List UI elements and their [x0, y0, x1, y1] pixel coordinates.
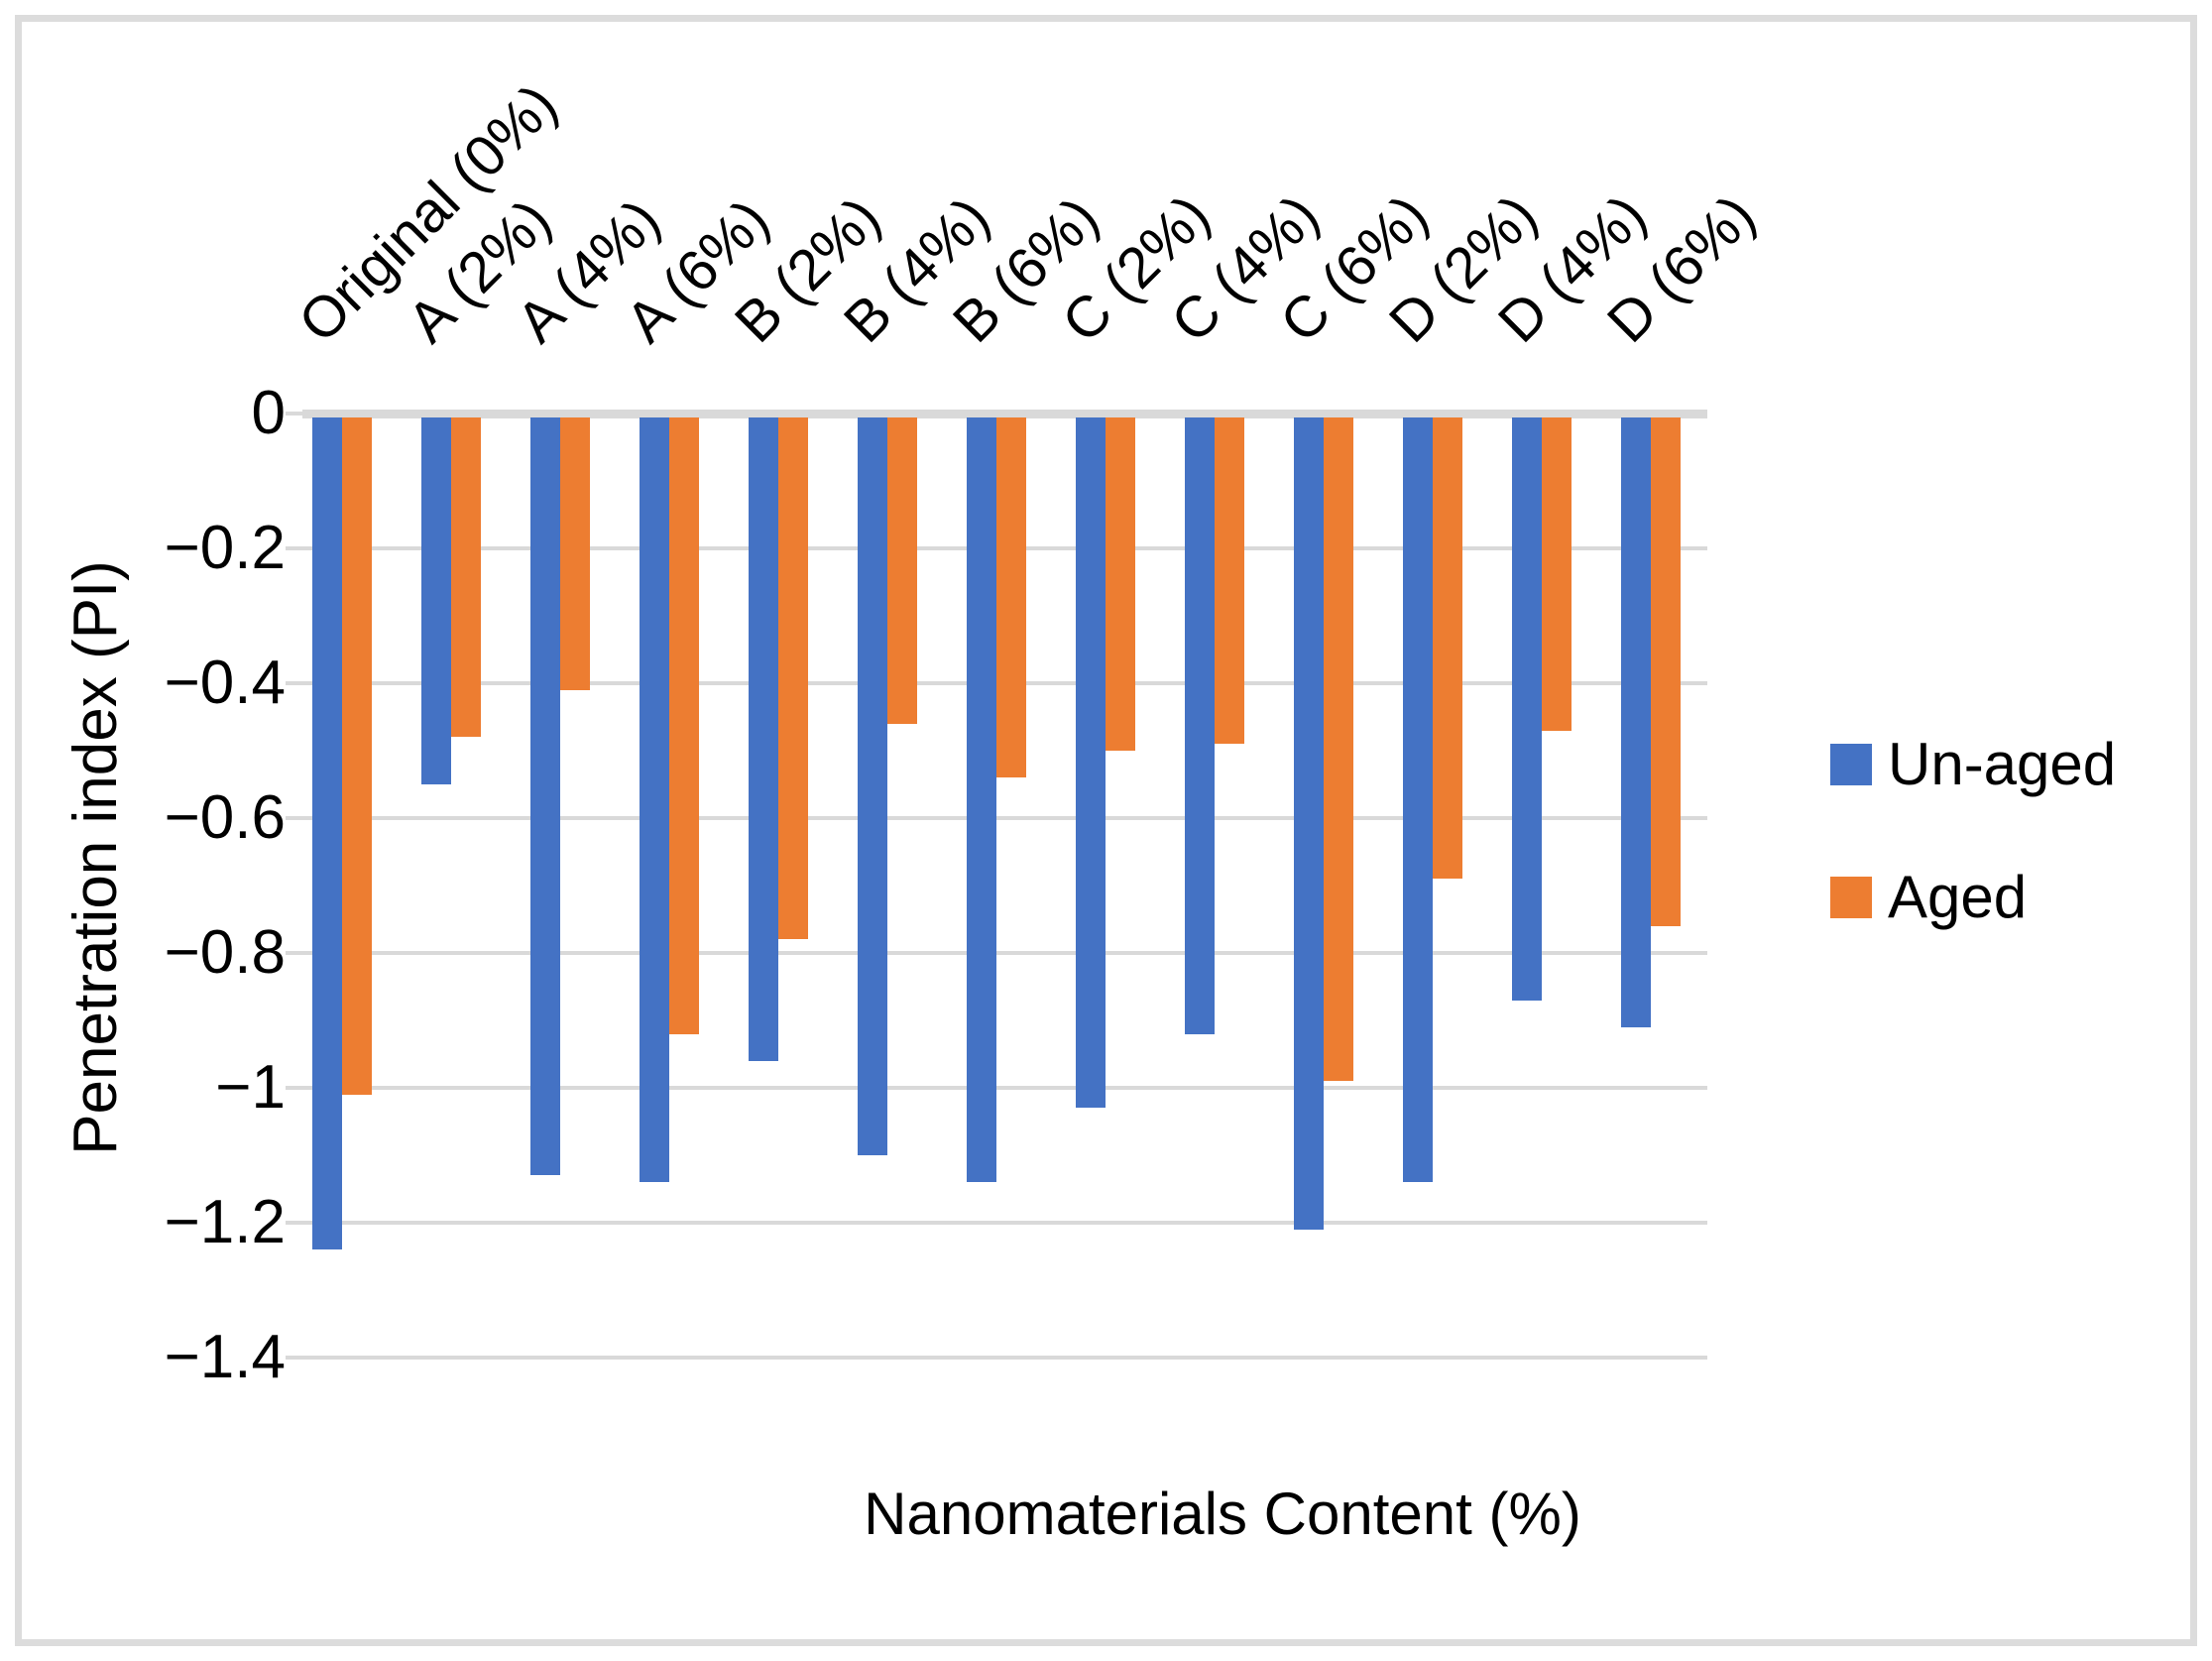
gridline	[302, 1356, 1707, 1360]
bar-unaged-6	[858, 417, 887, 1155]
x-axis-line	[302, 410, 1707, 418]
bar-unaged-10	[1294, 417, 1324, 1230]
bar-aged-8	[1106, 417, 1135, 751]
gridline	[302, 1086, 1707, 1090]
bar-aged-2	[451, 417, 481, 737]
y-axis-tick	[286, 1086, 302, 1090]
bar-aged-10	[1324, 417, 1353, 1081]
bar-unaged-9	[1185, 417, 1215, 1034]
gridline	[302, 1221, 1707, 1225]
bar-unaged-4	[640, 417, 669, 1182]
bar-unaged-2	[421, 417, 451, 784]
y-axis-tick	[286, 412, 302, 415]
bar-unaged-3	[530, 417, 560, 1175]
gridline	[302, 816, 1707, 820]
legend-swatch-aged	[1830, 877, 1872, 918]
bar-aged-5	[778, 417, 808, 939]
bar-aged-1	[342, 417, 372, 1095]
gridline	[302, 951, 1707, 955]
y-axis-tick-label: −0.6	[164, 783, 286, 852]
y-axis-tick	[286, 546, 302, 550]
y-axis-tick-label: 0	[251, 379, 286, 447]
legend: Un-aged Aged	[1830, 731, 2117, 1002]
y-axis-tick	[286, 951, 302, 955]
y-axis-tick	[286, 1221, 302, 1225]
bar-aged-7	[996, 417, 1026, 777]
figure-border	[15, 15, 2197, 1646]
legend-swatch-unaged	[1830, 744, 1872, 785]
y-axis-tick	[286, 1356, 302, 1360]
y-axis-tick-label: −1	[215, 1053, 286, 1122]
y-axis-tick-label: −1.2	[164, 1188, 286, 1256]
legend-entry-unaged: Un-aged	[1830, 731, 2117, 797]
bar-unaged-1	[312, 417, 342, 1249]
legend-label-aged: Aged	[1888, 864, 2028, 930]
y-axis-tick-label: −1.4	[164, 1323, 286, 1391]
bar-aged-3	[560, 417, 590, 690]
y-axis-tick	[286, 816, 302, 820]
y-axis-tick-label: −0.4	[164, 649, 286, 717]
bar-unaged-13	[1621, 417, 1651, 1027]
y-axis-tick-label: −0.8	[164, 918, 286, 987]
bar-unaged-12	[1512, 417, 1542, 1001]
bar-aged-9	[1215, 417, 1244, 744]
bar-aged-4	[669, 417, 699, 1034]
y-axis-tick	[286, 681, 302, 685]
bar-unaged-11	[1403, 417, 1433, 1182]
bar-unaged-5	[749, 417, 778, 1061]
bar-aged-13	[1651, 417, 1681, 926]
legend-entry-aged: Aged	[1830, 864, 2116, 930]
y-axis-tick-label: −0.2	[164, 514, 286, 582]
x-axis-title: Nanomaterials Content (%)	[864, 1481, 1581, 1547]
bar-aged-12	[1542, 417, 1572, 731]
bar-unaged-8	[1076, 417, 1106, 1108]
legend-label-unaged: Un-aged	[1888, 731, 2117, 797]
bar-aged-6	[887, 417, 917, 724]
bar-unaged-7	[967, 417, 996, 1182]
bar-aged-11	[1433, 417, 1462, 879]
